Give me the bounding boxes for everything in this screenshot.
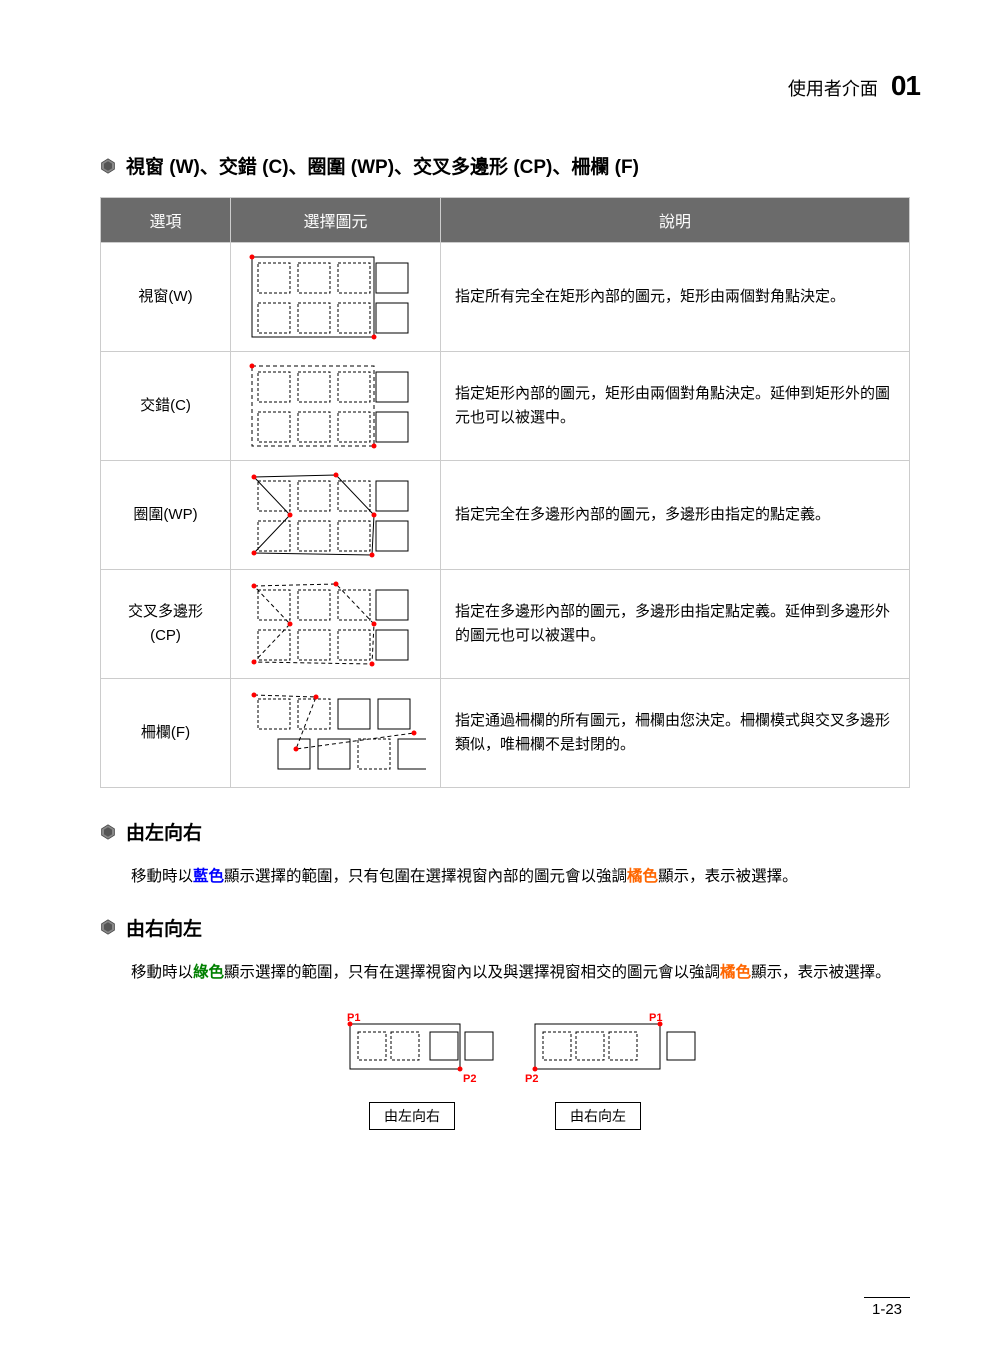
page-header: 使用者介面 01 [0, 0, 1000, 102]
section-title-1: 視窗 (W)、交錯 (C)、圈圍 (WP)、交叉多邊形 (CP)、柵欄 (F) [126, 152, 639, 179]
cell-desc: 指定完全在多邊形內部的圖元，多邊形由指定的點定義。 [441, 461, 910, 570]
para-section3: 移動時以綠色顯示選擇的範圍，只有在選擇視窗內以及與選擇視窗相交的圖元會以強調橘色… [100, 959, 910, 988]
orange-text: 橘色 [720, 964, 751, 981]
cell-diagram [231, 352, 441, 461]
th-diagram: 選擇圖元 [231, 198, 441, 243]
section-heading-1: 視窗 (W)、交錯 (C)、圈圍 (WP)、交叉多邊形 (CP)、柵欄 (F) [100, 152, 910, 179]
bottom-labels: 由左向右 由右向左 [100, 1102, 910, 1130]
section-title-3: 由右向左 [126, 914, 202, 941]
th-option: 選項 [101, 198, 231, 243]
cell-option: 交錯(C) [101, 352, 231, 461]
cell-diagram [231, 679, 441, 788]
section-title-2: 由左向右 [126, 818, 202, 845]
direction-diagram-svg: P1 P2 P1 P2 [305, 1009, 705, 1089]
page-number: 1-23 [864, 1297, 910, 1318]
cell-option: 交叉多邊形(CP) [101, 570, 231, 679]
cell-option: 視窗(W) [101, 243, 231, 352]
table-row: 交錯(C) 指定矩形內部的圖元，矩形由兩個對角點決定。延伸到矩形外的圖元也可以被選… [101, 352, 910, 461]
table-row: 柵欄(F) 指定通過柵欄的所有圖元，柵欄由您決定。柵欄模式與交叉多邊形類似，唯柵欄… [101, 679, 910, 788]
label-right-to-left: 由右向左 [555, 1102, 641, 1130]
cell-option: 圈圍(WP) [101, 461, 231, 570]
cell-diagram [231, 243, 441, 352]
chapter-number: 01 [891, 70, 920, 101]
cell-diagram [231, 570, 441, 679]
table-row: 視窗(W) 指定所有完全在矩形內部的圖元，矩形由兩個對角點決定。 [101, 243, 910, 352]
hexagon-bullet-icon [100, 824, 116, 840]
table-row: 圈圍(WP) 指定完全在多邊形內部的圖元，多邊形由指定的點定義。 [101, 461, 910, 570]
page-content: 視窗 (W)、交錯 (C)、圈圍 (WP)、交叉多邊形 (CP)、柵欄 (F) … [0, 102, 1000, 1130]
bottom-diagram: P1 P2 P1 P2 由左向右 由右向左 [100, 1009, 910, 1130]
cell-diagram [231, 461, 441, 570]
orange-text: 橘色 [627, 868, 658, 885]
p2-label-right: P2 [525, 1073, 538, 1085]
green-text: 綠色 [193, 964, 224, 981]
para-section2: 移動時以藍色顯示選擇的範圍，只有包圍在選擇視窗內部的圖元會以強調橘色顯示，表示被… [100, 863, 910, 892]
cell-desc: 指定所有完全在矩形內部的圖元，矩形由兩個對角點決定。 [441, 243, 910, 352]
hexagon-bullet-icon [100, 919, 116, 935]
section-heading-2: 由左向右 [100, 818, 910, 845]
label-left-to-right: 由左向右 [369, 1102, 455, 1130]
hexagon-bullet-icon [100, 158, 116, 174]
section-heading-3: 由右向左 [100, 914, 910, 941]
th-desc: 說明 [441, 198, 910, 243]
cell-desc: 指定通過柵欄的所有圖元，柵欄由您決定。柵欄模式與交叉多邊形類似，唯柵欄不是封閉的… [441, 679, 910, 788]
cell-desc: 指定在多邊形內部的圖元，多邊形由指定點定義。延伸到多邊形外的圖元也可以被選中。 [441, 570, 910, 679]
chapter-title: 使用者介面 [788, 79, 878, 99]
table-row: 交叉多邊形(CP) 指定在多邊形內部的圖元，多邊形由指定點定義。延伸到多邊形外的圖… [101, 570, 910, 679]
blue-text: 藍色 [193, 868, 224, 885]
selection-table: 選項 選擇圖元 說明 視窗(W) 指定所有完全在矩形內部的圖元，矩形由兩個對角點決… [100, 197, 910, 788]
p2-label-left: P2 [463, 1073, 476, 1085]
cell-desc: 指定矩形內部的圖元，矩形由兩個對角點決定。延伸到矩形外的圖元也可以被選中。 [441, 352, 910, 461]
cell-option: 柵欄(F) [101, 679, 231, 788]
